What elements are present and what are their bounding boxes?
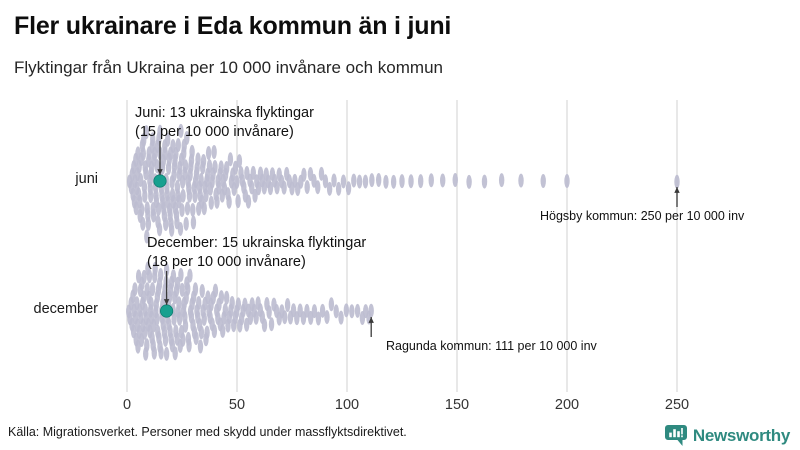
annotation-december-line1: December: 15 ukrainska flyktingar	[147, 235, 367, 251]
arrow-hogsby-head	[674, 187, 680, 193]
source-note: Källa: Migrationsverket. Personer med sk…	[8, 425, 407, 439]
newsworthy-logo[interactable]: Newsworthy	[664, 423, 790, 449]
callout-hogsby: Högsby kommun: 250 per 10 000 inv	[540, 209, 745, 223]
dot-group-juni	[126, 123, 680, 244]
arrow-juni-highlight-head	[157, 169, 163, 175]
highlight-dot-december	[160, 304, 174, 318]
x-tick-label-150: 150	[444, 397, 470, 413]
axis-tick-marks	[126, 385, 678, 392]
highlight-dot-juni	[153, 174, 167, 188]
gridlines	[126, 100, 678, 385]
annotation-juni-line1: Juni: 13 ukrainska flyktingar	[135, 105, 314, 121]
category-label-juni: juni	[75, 171, 98, 187]
logo-wordmark: Newsworthy	[692, 426, 790, 445]
annotation-arrows	[157, 141, 680, 337]
annotation-december-line2: (18 per 10 000 invånare)	[147, 254, 306, 270]
x-tick-label-100: 100	[334, 397, 360, 413]
arrow-december-highlight-head	[163, 299, 170, 305]
x-tick-label-250: 250	[664, 397, 690, 413]
page-title: Fler ukrainare i Eda kommun än i juni	[14, 12, 452, 40]
x-tick-label-200: 200	[554, 397, 580, 413]
x-tick-label-50: 50	[228, 397, 246, 413]
x-tick-label-0: 0	[122, 397, 132, 413]
callout-ragunda: Ragunda kommun: 111 per 10 000 inv	[386, 339, 597, 353]
bar-chart-bubble-icon	[664, 425, 687, 446]
category-label-december: december	[33, 301, 98, 317]
dot-group-december	[126, 261, 374, 361]
annotation-juni-line2: (15 per 10 000 invånare)	[135, 124, 294, 140]
arrow-ragunda-head	[368, 317, 374, 323]
highlight-dots	[153, 174, 174, 318]
chart-subtitle: Flyktingar från Ukraina per 10 000 invån…	[14, 58, 443, 77]
